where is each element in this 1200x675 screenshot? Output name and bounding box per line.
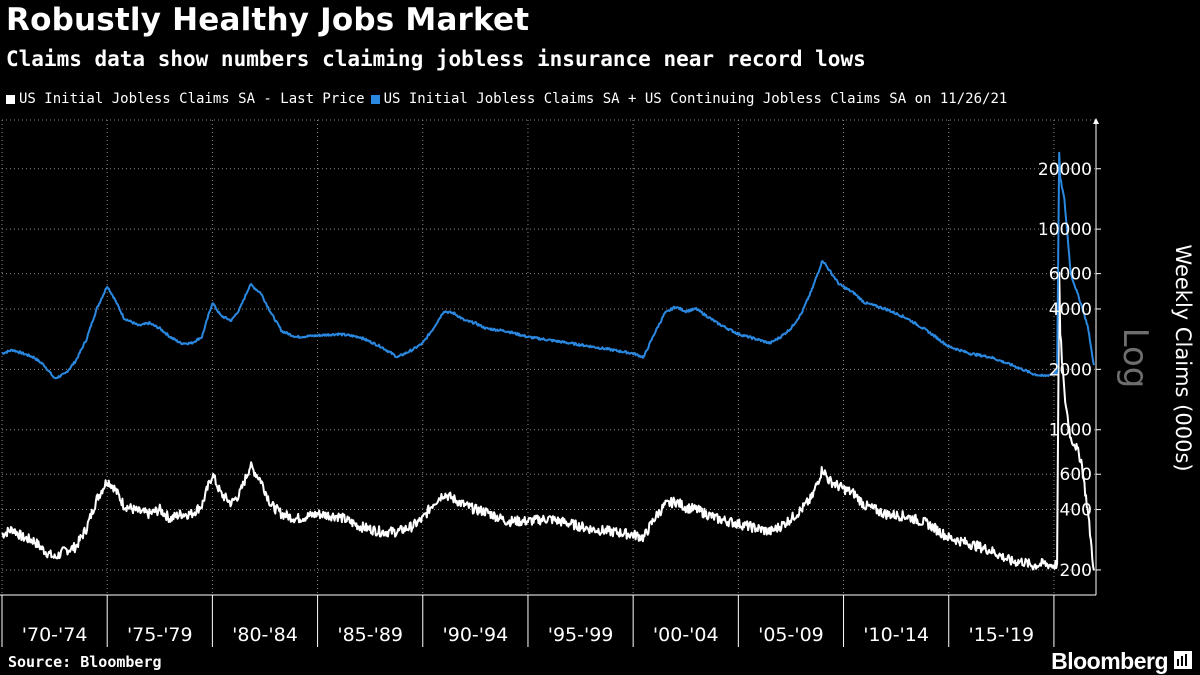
x-tick-label: '85-'89 (337, 624, 403, 646)
x-tick-label: '10-'14 (863, 624, 929, 646)
y-axis-label: Weekly Claims (000s) (1171, 244, 1195, 471)
series-lines (1, 151, 1095, 571)
brand-logo-text: Bloomberg (1051, 648, 1168, 674)
axes: 200 400 600 1000 2000 4000 6000 10000 20000 '70-'… (0, 118, 1101, 647)
x-tick-label: '90-'94 (443, 624, 509, 646)
chart-title: Robustly Healthy Jobs Market (6, 2, 530, 38)
y-tick-label: 10000 (1038, 220, 1092, 240)
log-scale-note: Log (1115, 328, 1155, 389)
y-tick-label: 1000 (1049, 421, 1092, 441)
bloomberg-terminal-icon (1174, 651, 1192, 669)
legend-label-initial-claims: US Initial Jobless Claims SA - Last Pric… (19, 91, 365, 107)
x-tick-label: '70-'74 (22, 624, 88, 646)
series-line-total-claims (1, 151, 1095, 380)
x-tick-label: '80-'84 (232, 624, 298, 646)
y-axis-arrow (1093, 118, 1099, 124)
legend-item-total-claims: US Initial Jobless Claims SA + US Contin… (370, 91, 1008, 107)
legend-swatch-blue (370, 94, 380, 104)
x-tick-label: '00-'04 (653, 624, 719, 646)
y-tick-label: 6000 (1049, 265, 1092, 285)
chart-subtitle: Claims data show numbers claiming jobles… (6, 47, 866, 71)
series-line-initial-claims (1, 271, 1095, 571)
legend-item-initial-claims: US Initial Jobless Claims SA - Last Pric… (6, 91, 365, 107)
y-tick-label: 2000 (1049, 360, 1092, 380)
legend-label-total-claims: US Initial Jobless Claims SA + US Contin… (383, 91, 1008, 107)
y-tick-label: 400 (1060, 501, 1092, 521)
y-tick-label: 20000 (1038, 160, 1092, 180)
x-tick-label: '05-'09 (758, 624, 824, 646)
source-note: Source: Bloomberg (8, 653, 162, 671)
y-tick-label: 200 (1060, 561, 1092, 581)
x-tick-label: '95-'99 (548, 624, 614, 646)
chart-legend: US Initial Jobless Claims SA - Last Pric… (6, 91, 1013, 107)
y-tick-label: 4000 (1049, 300, 1092, 320)
x-tick-label: '75-'79 (127, 624, 193, 646)
legend-swatch-white (6, 94, 15, 104)
x-tick-label: '15-'19 (968, 624, 1034, 646)
y-tick-label: 600 (1060, 465, 1092, 485)
